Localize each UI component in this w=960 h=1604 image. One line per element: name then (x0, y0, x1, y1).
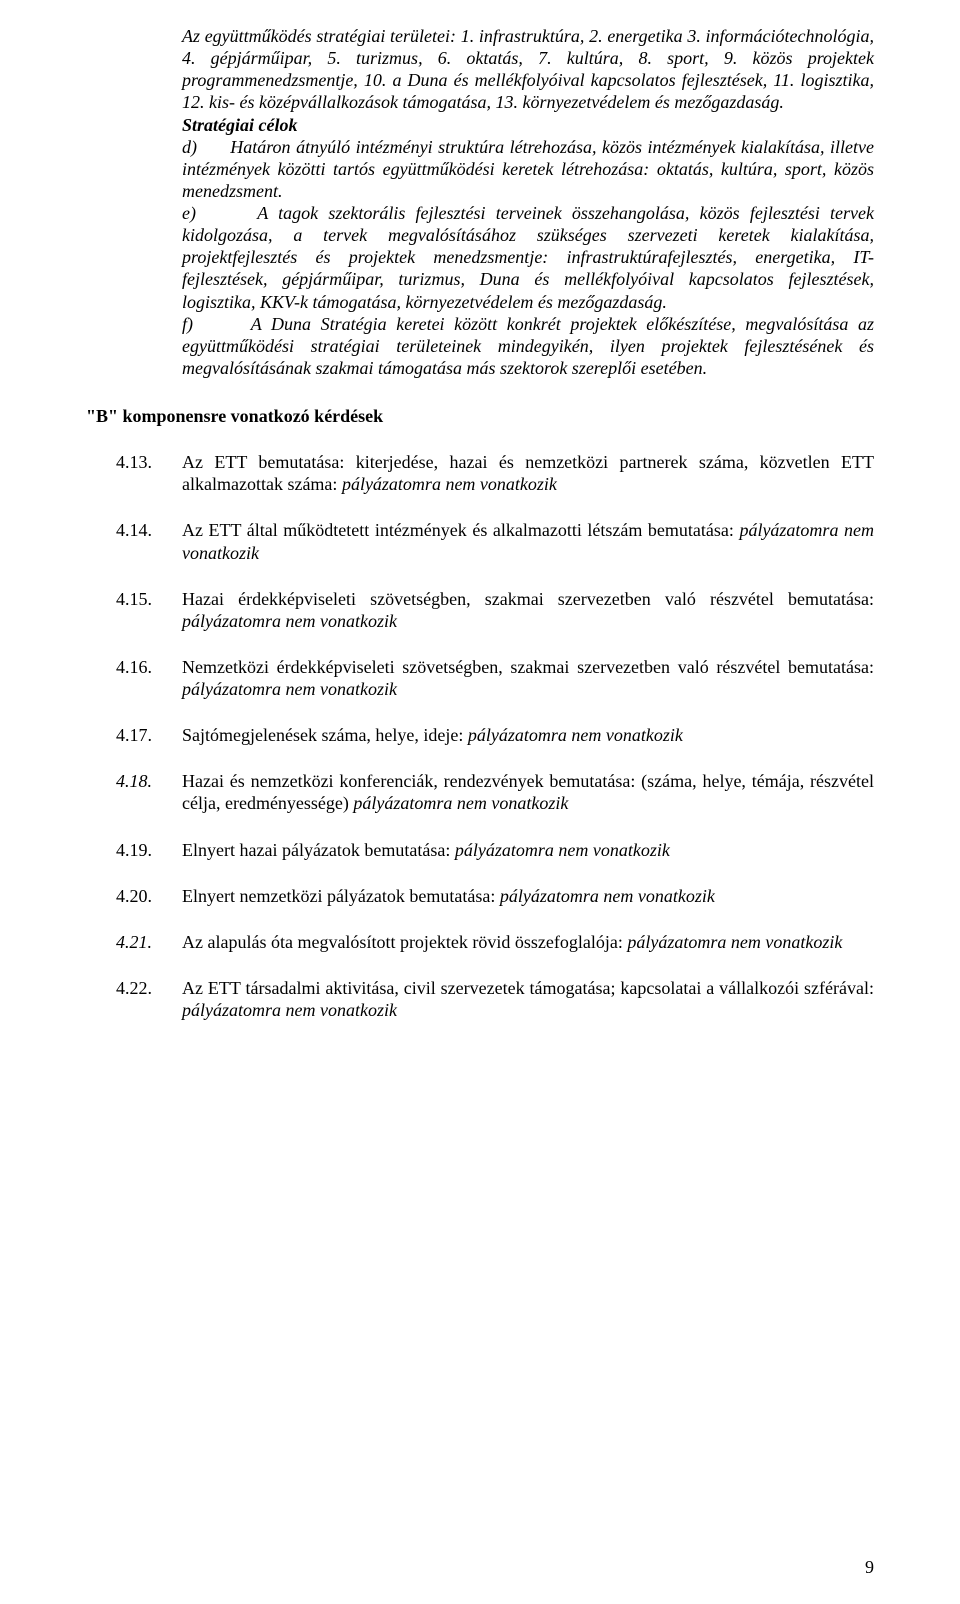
question-answer: pályázatomra nem vonatkozik (455, 840, 670, 860)
question-answer: pályázatomra nem vonatkozik (182, 679, 397, 699)
goal-e-marker: e) (182, 203, 196, 223)
question-number: 4.19. (86, 839, 182, 861)
question-list: 4.13.Az ETT bemutatása: kiterjedése, haz… (86, 451, 874, 1021)
question-number: 4.16. (86, 656, 182, 700)
strategic-areas-label: Az együttműködés stratégiai területei (182, 26, 450, 46)
question-number: 4.21. (86, 931, 182, 953)
question-item: 4.16.Nemzetközi érdekképviseleti szövets… (86, 656, 874, 700)
question-answer: pályázatomra nem vonatkozik (182, 611, 397, 631)
question-body: Hazai érdekképviseleti szövetségben, sza… (182, 588, 874, 632)
strategic-goals-label: Stratégiai célok (182, 115, 298, 135)
question-item: 4.20.Elnyert nemzetközi pályázatok bemut… (86, 885, 874, 907)
question-item: 4.19.Elnyert hazai pályázatok bemutatása… (86, 839, 874, 861)
question-answer: pályázatomra nem vonatkozik (468, 725, 683, 745)
question-number: 4.17. (86, 724, 182, 746)
question-number: 4.22. (86, 977, 182, 1021)
question-answer: pályázatomra nem vonatkozik (627, 932, 842, 952)
question-body: Az ETT bemutatása: kiterjedése, hazai és… (182, 451, 874, 495)
question-item: 4.18.Hazai és nemzetközi konferenciák, r… (86, 770, 874, 814)
goal-e-text: A tagok szektorális fejlesztési terveine… (182, 203, 874, 312)
question-item: 4.15.Hazai érdekképviseleti szövetségben… (86, 588, 874, 632)
goal-d-marker: d) (182, 137, 197, 157)
question-body: Az ETT által működtetett intézmények és … (182, 519, 874, 563)
page-root: Az együttműködés stratégiai területei: 1… (0, 0, 960, 1604)
question-body: Az ETT társadalmi aktivitása, civil szer… (182, 977, 874, 1021)
question-number: 4.15. (86, 588, 182, 632)
goal-f-marker: f) (182, 314, 193, 334)
question-body: Nemzetközi érdekképviseleti szövetségben… (182, 656, 874, 700)
question-label: Az alapulás óta megvalósított projektek … (182, 932, 627, 952)
question-body: Hazai és nemzetközi konferenciák, rendez… (182, 770, 874, 814)
question-number: 4.20. (86, 885, 182, 907)
question-number: 4.14. (86, 519, 182, 563)
question-answer: pályázatomra nem vonatkozik (342, 474, 557, 494)
question-answer: pályázatomra nem vonatkozik (353, 793, 568, 813)
question-number: 4.13. (86, 451, 182, 495)
question-item: 4.13.Az ETT bemutatása: kiterjedése, haz… (86, 451, 874, 495)
question-label: Sajtómegjelenések száma, helye, ideje: (182, 725, 468, 745)
question-body: Elnyert hazai pályázatok bemutatása: pál… (182, 839, 874, 861)
question-item: 4.21.Az alapulás óta megvalósított proje… (86, 931, 874, 953)
section-heading-b: "B" komponensre vonatkozó kérdések (86, 405, 874, 427)
question-item: 4.17.Sajtómegjelenések száma, helye, ide… (86, 724, 874, 746)
strategic-areas-paragraph: Az együttműködés stratégiai területei: 1… (182, 25, 874, 114)
question-label: Hazai érdekképviseleti szövetségben, sza… (182, 589, 874, 609)
goal-d-text: Határon átnyúló intézményi struktúra lét… (182, 137, 874, 201)
question-body: Az alapulás óta megvalósított projektek … (182, 931, 874, 953)
question-label: Nemzetközi érdekképviseleti szövetségben… (182, 657, 874, 677)
question-label: Az ETT által működtetett intézmények és … (182, 520, 739, 540)
question-label: Elnyert nemzetközi pályázatok bemutatása… (182, 886, 500, 906)
strategic-goals-paragraph: Stratégiai célok d) Határon átnyúló inté… (182, 114, 874, 380)
page-number: 9 (865, 1556, 874, 1578)
question-answer: pályázatomra nem vonatkozik (500, 886, 715, 906)
question-label: Az ETT társadalmi aktivitása, civil szer… (182, 978, 874, 998)
question-item: 4.14.Az ETT által működtetett intézménye… (86, 519, 874, 563)
question-label: Elnyert hazai pályázatok bemutatása: (182, 840, 455, 860)
goal-f-text: A Duna Stratégia keretei között konkrét … (182, 314, 874, 378)
question-body: Elnyert nemzetközi pályázatok bemutatása… (182, 885, 874, 907)
question-answer: pályázatomra nem vonatkozik (182, 1000, 397, 1020)
question-number: 4.18. (86, 770, 182, 814)
question-body: Sajtómegjelenések száma, helye, ideje: p… (182, 724, 874, 746)
question-item: 4.22.Az ETT társadalmi aktivitása, civil… (86, 977, 874, 1021)
